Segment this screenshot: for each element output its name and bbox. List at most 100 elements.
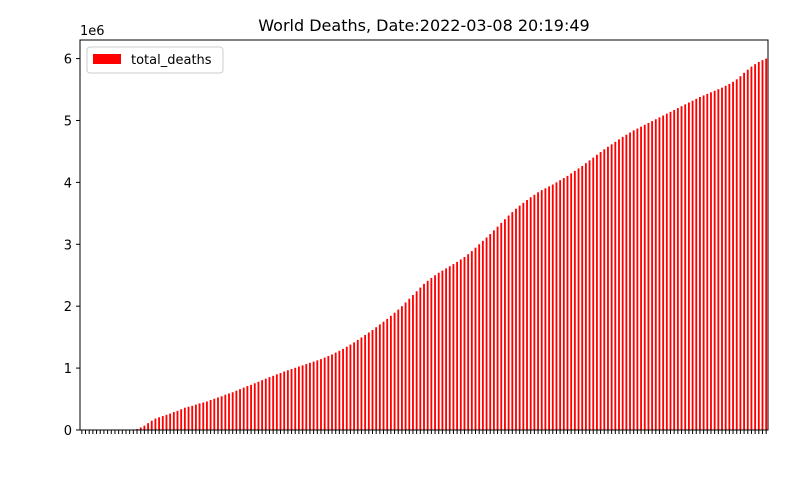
y-tick-label: 3 bbox=[64, 238, 72, 253]
bar bbox=[165, 414, 168, 430]
bar bbox=[320, 359, 322, 430]
bar bbox=[286, 370, 289, 430]
bar bbox=[272, 375, 275, 430]
bar bbox=[470, 251, 473, 430]
bar bbox=[684, 104, 687, 430]
bar bbox=[228, 393, 230, 430]
legend-swatch bbox=[93, 54, 121, 64]
bar bbox=[194, 404, 197, 430]
bar bbox=[257, 381, 260, 430]
bar bbox=[217, 397, 219, 430]
bar bbox=[264, 378, 267, 430]
bar bbox=[331, 354, 333, 430]
bar bbox=[206, 401, 208, 430]
bar bbox=[456, 261, 459, 430]
bar bbox=[150, 420, 153, 430]
bar bbox=[294, 367, 297, 430]
bar bbox=[389, 315, 392, 430]
bar bbox=[209, 399, 212, 430]
bar bbox=[448, 266, 451, 430]
bar bbox=[537, 192, 539, 430]
bar bbox=[187, 406, 190, 430]
bar bbox=[485, 237, 488, 430]
bar bbox=[412, 295, 414, 430]
y-tick-label: 4 bbox=[64, 176, 72, 191]
bar bbox=[710, 92, 712, 430]
bar bbox=[518, 205, 521, 430]
legend: total_deaths bbox=[86, 46, 224, 74]
y-tick-label: 0 bbox=[64, 424, 72, 439]
bar bbox=[500, 222, 503, 430]
bar bbox=[323, 357, 326, 430]
bar bbox=[599, 152, 602, 431]
bar bbox=[356, 339, 359, 430]
bar bbox=[445, 268, 447, 430]
bar bbox=[172, 412, 175, 430]
bar bbox=[478, 244, 481, 430]
bar bbox=[158, 417, 161, 430]
bar bbox=[349, 344, 352, 430]
y-tick-label: 1 bbox=[64, 362, 72, 377]
bar bbox=[378, 324, 381, 430]
bar bbox=[614, 141, 617, 430]
plot-frame bbox=[79, 39, 769, 431]
bar bbox=[290, 369, 293, 430]
bar bbox=[360, 337, 363, 430]
legend-box bbox=[86, 46, 224, 74]
bar bbox=[607, 146, 609, 431]
bar bbox=[220, 396, 223, 430]
bar bbox=[309, 362, 311, 430]
bar bbox=[699, 96, 701, 430]
bar bbox=[559, 180, 562, 430]
bar bbox=[231, 392, 234, 430]
bar bbox=[463, 256, 466, 430]
bar bbox=[382, 321, 385, 430]
bars bbox=[132, 58, 768, 431]
bar bbox=[345, 346, 348, 430]
bar bbox=[618, 139, 620, 431]
bar bbox=[588, 160, 591, 430]
bar bbox=[316, 360, 319, 430]
bar bbox=[371, 330, 374, 430]
bar bbox=[474, 247, 477, 430]
bar bbox=[250, 384, 252, 430]
bar bbox=[603, 149, 606, 430]
bar bbox=[143, 425, 146, 430]
bar bbox=[437, 272, 440, 430]
bar bbox=[169, 413, 172, 430]
bar bbox=[183, 407, 186, 430]
bar bbox=[676, 108, 679, 430]
bar bbox=[636, 128, 639, 430]
bar bbox=[621, 136, 624, 430]
bar bbox=[551, 184, 554, 430]
bar bbox=[754, 64, 757, 430]
bar bbox=[662, 115, 665, 431]
bar bbox=[533, 194, 536, 430]
bar bbox=[728, 83, 731, 430]
bar bbox=[651, 121, 654, 430]
bar bbox=[654, 119, 657, 431]
bar bbox=[239, 389, 241, 430]
bar bbox=[305, 364, 308, 430]
bar bbox=[515, 208, 517, 430]
bar bbox=[401, 306, 403, 430]
bar bbox=[279, 373, 282, 430]
bar bbox=[548, 186, 551, 430]
bar bbox=[191, 405, 194, 430]
bar bbox=[658, 117, 661, 430]
bar bbox=[544, 188, 547, 430]
bar bbox=[342, 348, 344, 430]
bar bbox=[408, 298, 411, 430]
bar bbox=[540, 190, 543, 430]
bar bbox=[176, 410, 179, 430]
bar bbox=[592, 157, 595, 430]
bar bbox=[419, 287, 422, 430]
y-axis: 0 1 2 3 4 5 6 bbox=[64, 53, 80, 439]
bar bbox=[386, 318, 389, 430]
bar bbox=[721, 87, 723, 431]
bar bbox=[632, 130, 635, 430]
y-tick-label: 5 bbox=[64, 114, 72, 129]
bar bbox=[492, 230, 495, 430]
bar bbox=[202, 402, 205, 430]
